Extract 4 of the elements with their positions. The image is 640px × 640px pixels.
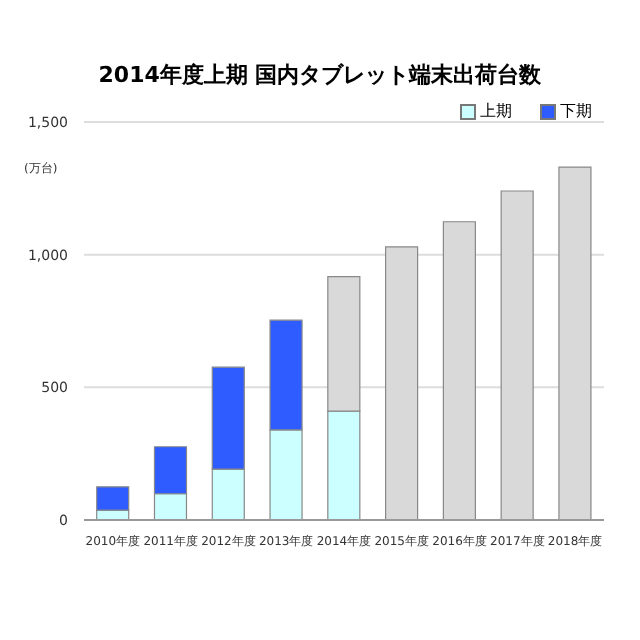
bar (96, 486, 130, 511)
legend-label: 上期 (478, 100, 512, 122)
legend-label: 下期 (558, 100, 592, 122)
chart-title: 2014年度上期 国内タブレット端末出荷台数 (96, 60, 544, 92)
